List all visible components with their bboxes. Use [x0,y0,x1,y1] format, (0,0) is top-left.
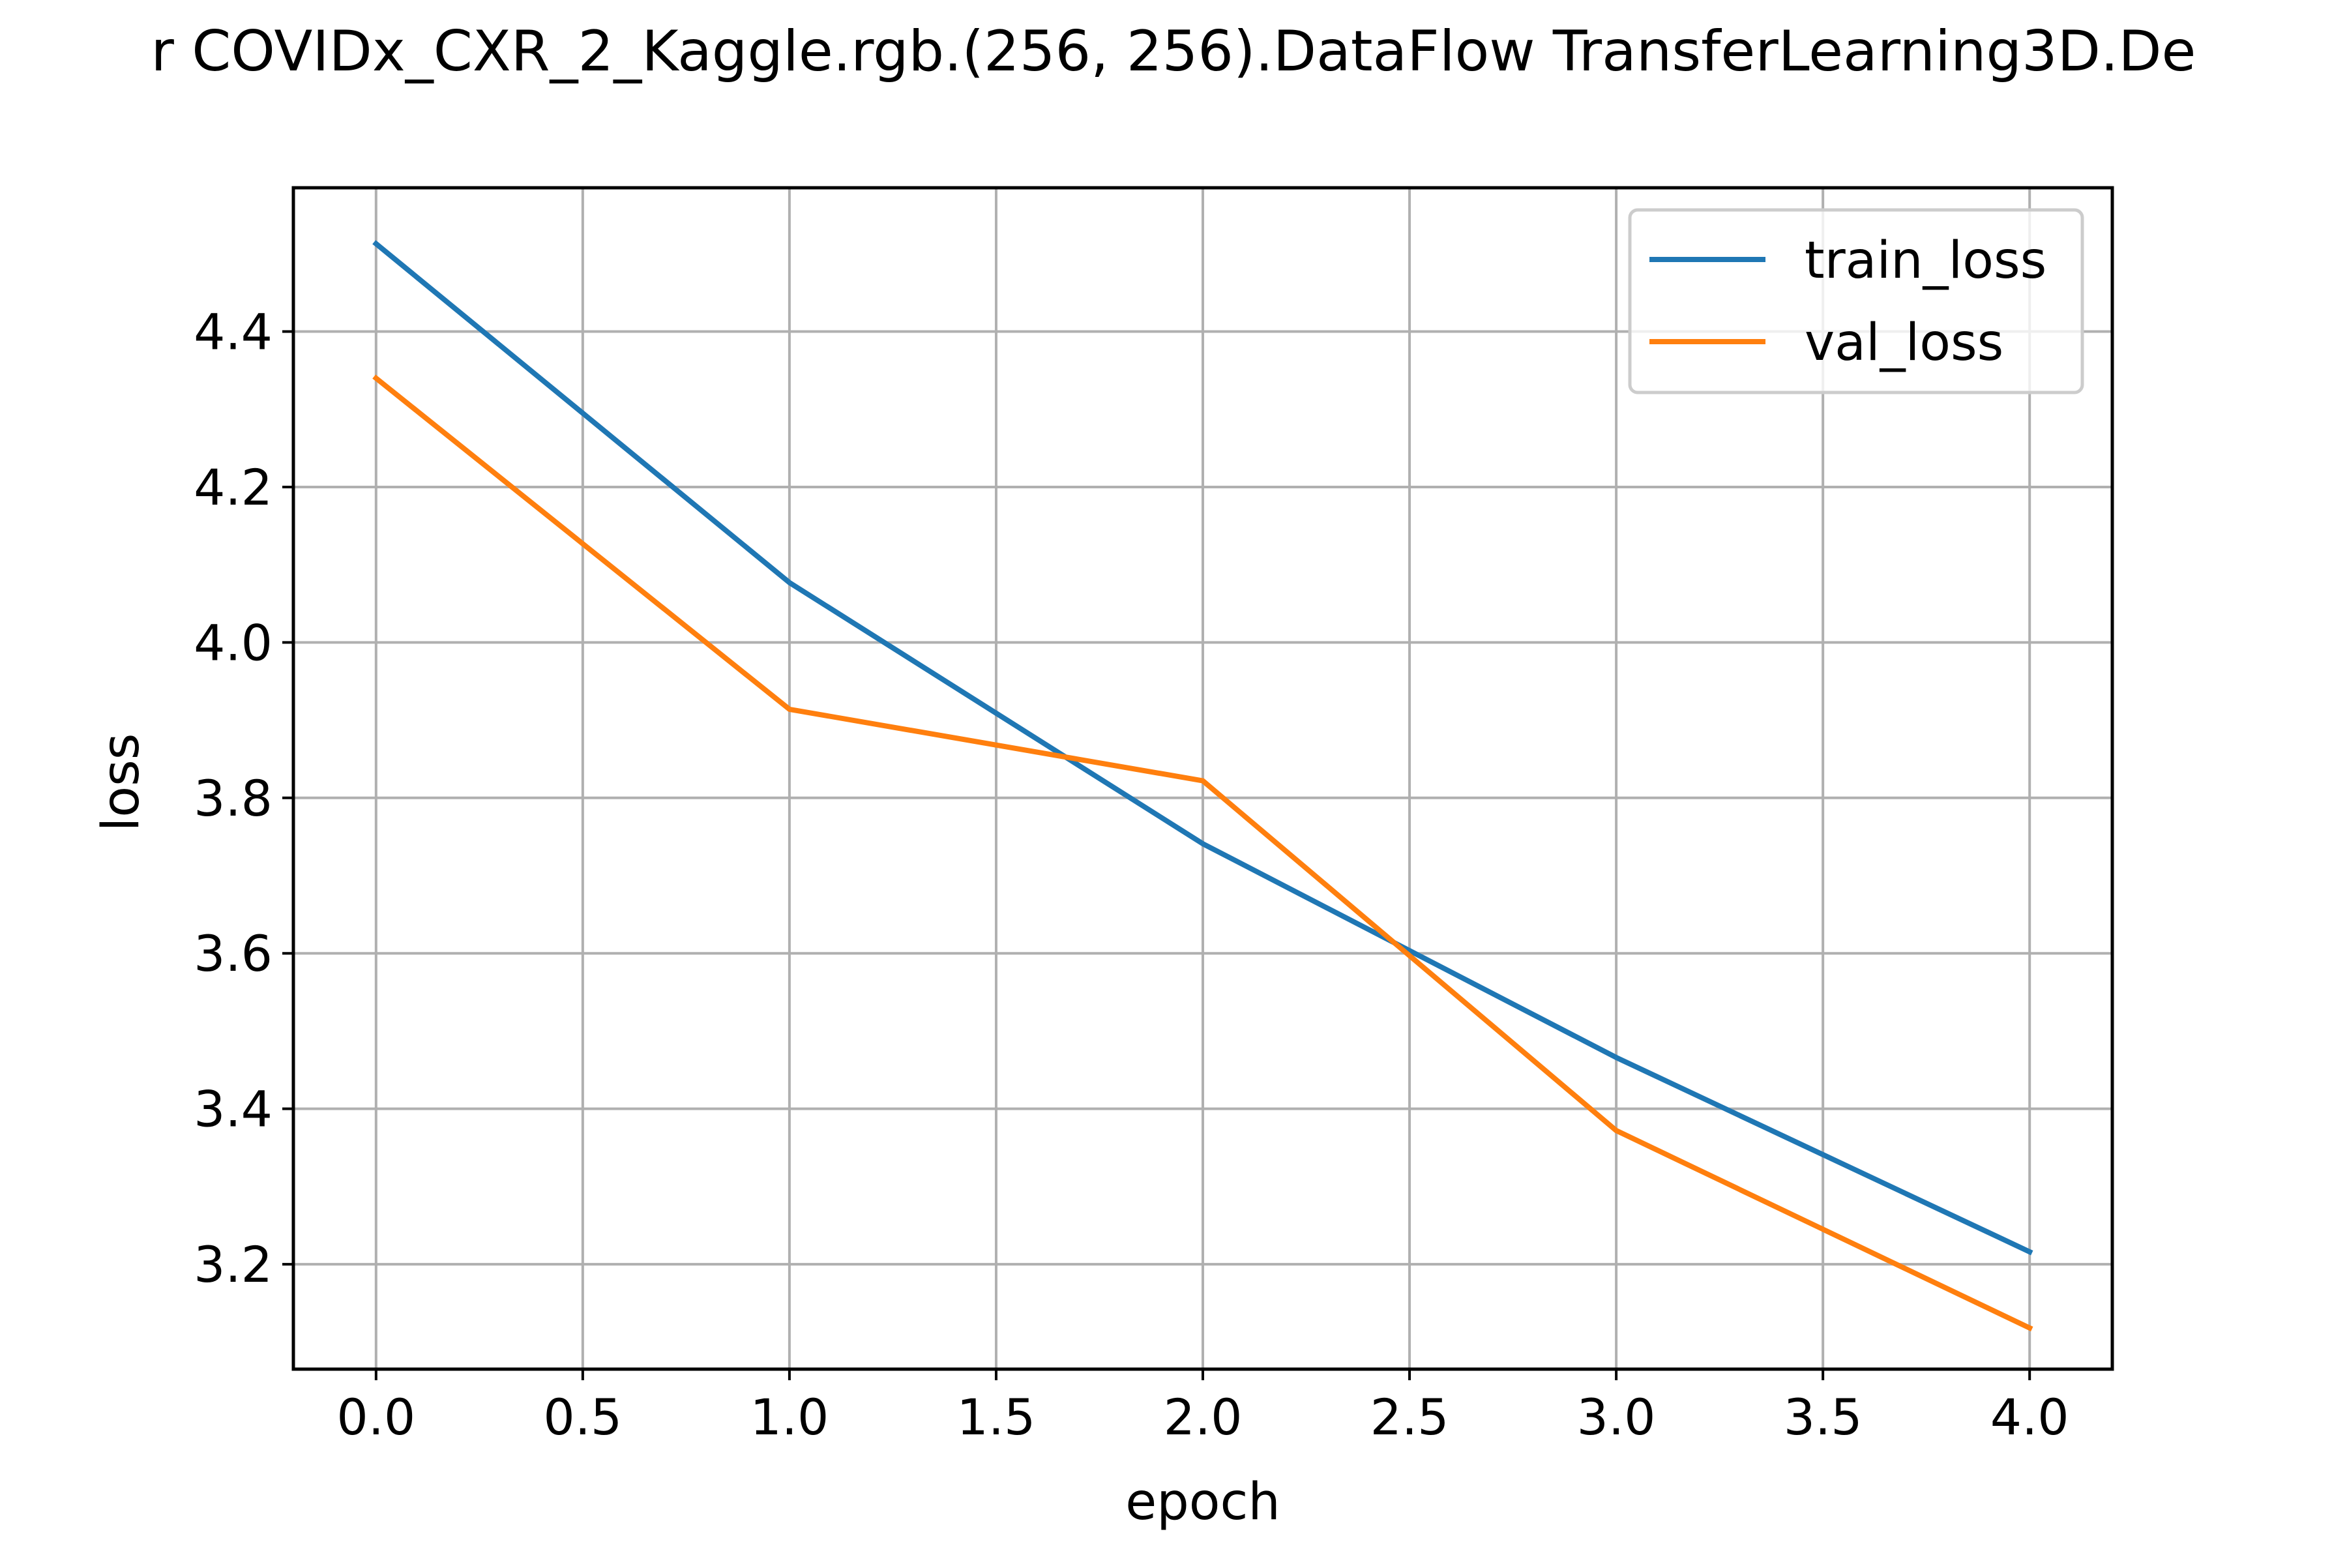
y-tick-label: 3.8 [194,769,273,827]
x-tick-label: 0.5 [543,1388,622,1446]
legend-box [1628,208,2084,394]
chart-legend: train_loss val_loss [1628,208,2084,394]
series-line-val-loss [372,374,2033,1332]
y-tick-label: 4.4 [194,303,273,361]
x-tick-label: 0.0 [336,1388,415,1446]
legend-label-train-loss: train_loss [1805,231,2046,290]
x-tick-label: 1.0 [750,1388,829,1446]
y-tick-label: 3.6 [194,925,273,983]
x-tick-label: 2.0 [1164,1388,1243,1446]
x-tick-label: 2.5 [1370,1388,1449,1446]
y-tick-label: 3.2 [194,1235,273,1294]
legend-label-val-loss: val_loss [1805,314,2003,372]
series-lines [372,240,2033,1332]
x-axis-label: epoch [1125,1473,1280,1531]
y-tick-label: 4.0 [194,614,273,672]
x-tick-label: 3.5 [1784,1388,1863,1446]
series-line-train-loss [372,240,2033,1256]
y-axis-label: loss [92,733,151,832]
x-tick-label: 1.5 [957,1388,1036,1446]
y-axis-ticks: 3.2 3.4 3.6 3.8 4.0 4.2 4.4 [194,303,293,1294]
y-tick-label: 3.4 [194,1080,273,1138]
x-axis-ticks: 0.0 0.5 1.0 1.5 2.0 2.5 3.0 3.5 4.0 [336,1369,2069,1446]
y-tick-label: 4.2 [194,458,273,516]
x-tick-label: 3.0 [1577,1388,1656,1446]
chart-title: r COVIDx_CXR_2_Kaggle.rgb.(256, 256).Dat… [151,19,2196,84]
x-tick-label: 4.0 [1990,1388,2069,1446]
